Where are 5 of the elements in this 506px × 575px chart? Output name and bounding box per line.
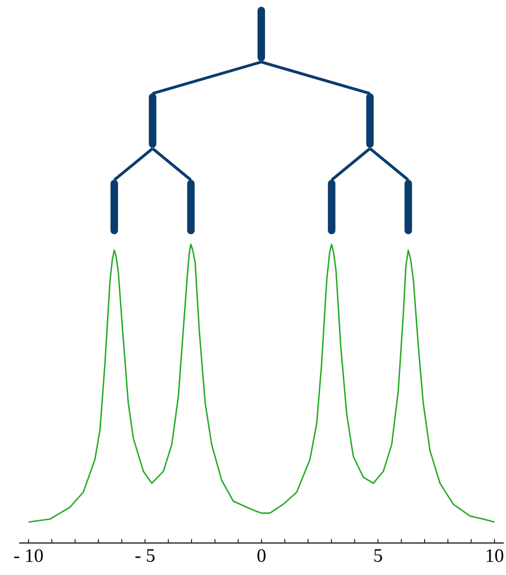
x-tick-label: - 10 [14,549,43,562]
x-tick-label: 0 [257,549,266,562]
x-tick-label: 10 [486,549,504,562]
x-tick-label: 5 [374,549,382,562]
x-tick-label: - 5 [135,549,155,562]
